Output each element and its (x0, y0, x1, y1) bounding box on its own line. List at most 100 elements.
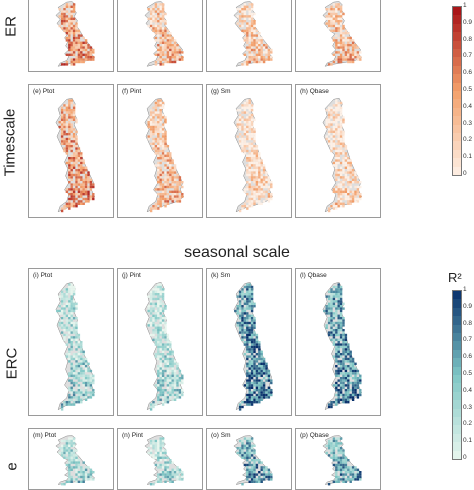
catchment-cell (253, 128, 256, 131)
catchment-cell (253, 27, 256, 30)
catchment-cell (335, 169, 338, 172)
catchment-cell (339, 355, 343, 358)
catchment-cell (337, 374, 340, 377)
catchment-cell (164, 463, 167, 467)
catchment-cell (339, 319, 343, 322)
catchment-cell (246, 386, 249, 389)
catchment-cell (164, 29, 167, 32)
catchment-cell (347, 381, 350, 385)
catchment-cell (250, 365, 254, 368)
catchment-cell (80, 398, 83, 401)
catchment-cell (332, 133, 336, 136)
catchment-cell (339, 140, 343, 143)
catchment-cell (169, 48, 172, 52)
catchment-cell (246, 355, 249, 358)
colorbar-segment (453, 116, 461, 126)
catchment-cell (72, 161, 76, 165)
catchment-cell (152, 293, 155, 296)
catchment-cell (339, 398, 343, 401)
catchment-cell (347, 367, 350, 370)
catchment-cell (70, 154, 73, 157)
catchment-cell (77, 355, 81, 358)
catchment-cell (349, 360, 352, 363)
catchment-cell (181, 195, 184, 198)
catchment-cell (339, 166, 343, 169)
catchment-cell (248, 384, 251, 387)
catchment-cell (178, 393, 182, 397)
catchment-cell (339, 10, 343, 13)
catchment-cell (253, 401, 256, 404)
catchment-cell (246, 403, 249, 406)
catchment-cell (75, 36, 78, 40)
catchment-cell (68, 283, 71, 286)
catchment-cell (250, 290, 254, 293)
catchment-cell (330, 324, 333, 327)
catchment-cell (159, 437, 162, 440)
catchment-cell (87, 379, 90, 382)
catchment-cell (65, 295, 69, 298)
catchment-cell (75, 324, 78, 327)
catchment-cell (250, 149, 254, 153)
catchment-cell (70, 197, 73, 201)
catchment-cell (248, 386, 251, 389)
catchment-cell (166, 338, 170, 341)
catchment-cell (157, 51, 160, 54)
catchment-cell (68, 350, 71, 353)
catchment-cell (70, 171, 73, 174)
catchment-cell (246, 290, 249, 293)
catchment-cell (260, 48, 263, 52)
catchment-cell (351, 381, 355, 385)
catchment-cell (166, 360, 170, 363)
catchment-cell (164, 20, 167, 23)
catchment-cell (68, 137, 71, 141)
catchment-cell (58, 451, 61, 455)
catchment-cell (176, 389, 179, 392)
catchment-cell (149, 209, 153, 213)
catchment-cell (60, 483, 64, 486)
catchment-cell (248, 157, 251, 160)
catchment-cell (159, 149, 162, 153)
catchment-cell (253, 133, 256, 136)
catchment-cell (250, 447, 254, 450)
catchment-cell (147, 295, 150, 298)
catchment-cell (265, 183, 268, 186)
catchment-cell (258, 350, 261, 353)
catchment-cell (342, 41, 345, 44)
catchment-cell (243, 111, 247, 114)
catchment-cell (344, 367, 348, 370)
catchment-cell (246, 188, 249, 191)
catchment-cell (327, 317, 331, 320)
catchment-cell (178, 389, 182, 392)
catchment-cell (339, 345, 343, 349)
catchment-cell (60, 451, 64, 455)
catchment-cell (161, 374, 165, 377)
catchment-cell (339, 205, 343, 208)
catchment-cell (260, 466, 263, 469)
catchment-cell (173, 396, 177, 399)
catchment-cell (241, 207, 244, 210)
catchment-cell (169, 362, 172, 365)
catchment-cell (250, 106, 254, 109)
catchment-cell (342, 381, 345, 385)
catchment-cell (171, 360, 174, 363)
catchment-cell (250, 398, 254, 401)
catchment-cell (250, 58, 254, 61)
catchment-cell (154, 336, 158, 339)
catchment-cell (87, 190, 90, 193)
catchment-cell (176, 185, 179, 189)
catchment-cell (70, 442, 73, 445)
catchment-cell (248, 372, 251, 375)
catchment-cell (72, 53, 76, 56)
catchment-cell (246, 48, 249, 52)
catchment-cell (176, 51, 179, 54)
catchment-cell (173, 475, 177, 479)
catchment-cell (236, 15, 239, 18)
catchment-cell (152, 456, 155, 459)
catchment-cell (351, 195, 355, 198)
catchment-cell (84, 393, 88, 397)
catchment-cell (68, 288, 71, 291)
catchment-cell (154, 331, 158, 334)
catchment-cell (154, 20, 158, 23)
catchment-cell (154, 17, 158, 20)
catchment-cell (337, 466, 340, 469)
